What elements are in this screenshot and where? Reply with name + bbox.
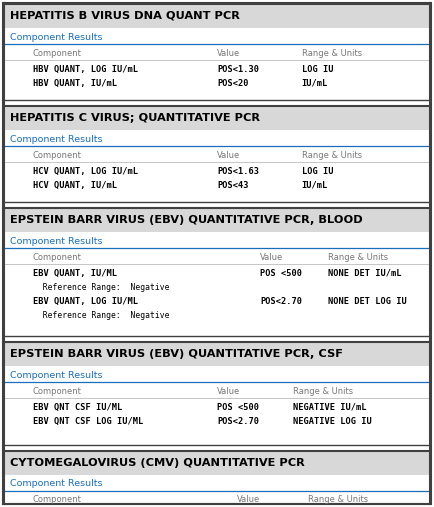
Text: POS<2.70: POS<2.70 xyxy=(217,416,259,425)
Text: Component: Component xyxy=(33,49,82,57)
Text: HBV QUANT, LOG IU/mL: HBV QUANT, LOG IU/mL xyxy=(33,64,138,74)
Text: Range & Units: Range & Units xyxy=(328,252,388,262)
Text: NEGATIVE IU/mL: NEGATIVE IU/mL xyxy=(293,403,366,412)
Text: Value: Value xyxy=(217,49,240,57)
Text: Component Results: Component Results xyxy=(10,480,102,489)
Text: Range & Units: Range & Units xyxy=(308,495,368,504)
Text: EPSTEIN BARR VIRUS (EBV) QUANTITATIVE PCR, BLOOD: EPSTEIN BARR VIRUS (EBV) QUANTITATIVE PC… xyxy=(10,215,363,225)
Text: Component Results: Component Results xyxy=(10,134,102,143)
Text: LOG IU: LOG IU xyxy=(302,166,333,175)
Text: Component Results: Component Results xyxy=(10,236,102,245)
Text: Reference Range:  Negative: Reference Range: Negative xyxy=(33,310,169,319)
Text: Value: Value xyxy=(260,252,284,262)
Bar xyxy=(4,106,430,130)
Text: EBV QUANT, LOG IU/ML: EBV QUANT, LOG IU/ML xyxy=(33,297,138,306)
Text: Range & Units: Range & Units xyxy=(302,151,362,160)
Text: POS<20: POS<20 xyxy=(217,79,249,88)
Text: EBV QUANT, IU/ML: EBV QUANT, IU/ML xyxy=(33,269,117,277)
Text: Range & Units: Range & Units xyxy=(302,49,362,57)
Text: POS<2.70: POS<2.70 xyxy=(260,297,302,306)
Bar xyxy=(4,208,430,232)
Text: POS<1.63: POS<1.63 xyxy=(217,166,259,175)
Text: LOG IU: LOG IU xyxy=(302,64,333,74)
Text: POS<43: POS<43 xyxy=(217,180,249,190)
Text: NEGATIVE LOG IU: NEGATIVE LOG IU xyxy=(293,416,372,425)
Text: EBV QNT CSF IU/ML: EBV QNT CSF IU/ML xyxy=(33,403,122,412)
Text: HEPATITIS B VIRUS DNA QUANT PCR: HEPATITIS B VIRUS DNA QUANT PCR xyxy=(10,11,240,21)
Text: Value: Value xyxy=(237,495,260,504)
Text: Component Results: Component Results xyxy=(10,32,102,42)
Text: Value: Value xyxy=(217,151,240,160)
Text: IU/mL: IU/mL xyxy=(302,180,328,190)
Bar xyxy=(4,451,430,475)
Text: NONE DET IU/mL: NONE DET IU/mL xyxy=(328,269,401,277)
Text: EBV QNT CSF LOG IU/ML: EBV QNT CSF LOG IU/ML xyxy=(33,416,143,425)
Text: Reference Range:  Negative: Reference Range: Negative xyxy=(33,282,169,292)
Text: EPSTEIN BARR VIRUS (EBV) QUANTITATIVE PCR, CSF: EPSTEIN BARR VIRUS (EBV) QUANTITATIVE PC… xyxy=(10,349,343,359)
Text: Component: Component xyxy=(33,386,82,395)
Text: IU/mL: IU/mL xyxy=(302,79,328,88)
Text: POS <500: POS <500 xyxy=(260,269,302,277)
Bar xyxy=(4,4,430,28)
Text: Component: Component xyxy=(33,495,82,504)
Text: HEPATITIS C VIRUS; QUANTITATIVE PCR: HEPATITIS C VIRUS; QUANTITATIVE PCR xyxy=(10,113,260,123)
Text: HCV QUANT, IU/mL: HCV QUANT, IU/mL xyxy=(33,180,117,190)
Text: NONE DET LOG IU: NONE DET LOG IU xyxy=(328,297,406,306)
Text: HBV QUANT, IU/mL: HBV QUANT, IU/mL xyxy=(33,79,117,88)
Text: Range & Units: Range & Units xyxy=(293,386,353,395)
Text: Value: Value xyxy=(217,386,240,395)
Text: CYTOMEGALOVIRUS (CMV) QUANTITATIVE PCR: CYTOMEGALOVIRUS (CMV) QUANTITATIVE PCR xyxy=(10,458,305,468)
Bar xyxy=(4,342,430,366)
Text: Component: Component xyxy=(33,252,82,262)
Text: POS<1.30: POS<1.30 xyxy=(217,64,259,74)
Text: Component: Component xyxy=(33,151,82,160)
Text: POS <500: POS <500 xyxy=(217,403,259,412)
Text: Component Results: Component Results xyxy=(10,371,102,380)
Text: HCV QUANT, LOG IU/mL: HCV QUANT, LOG IU/mL xyxy=(33,166,138,175)
